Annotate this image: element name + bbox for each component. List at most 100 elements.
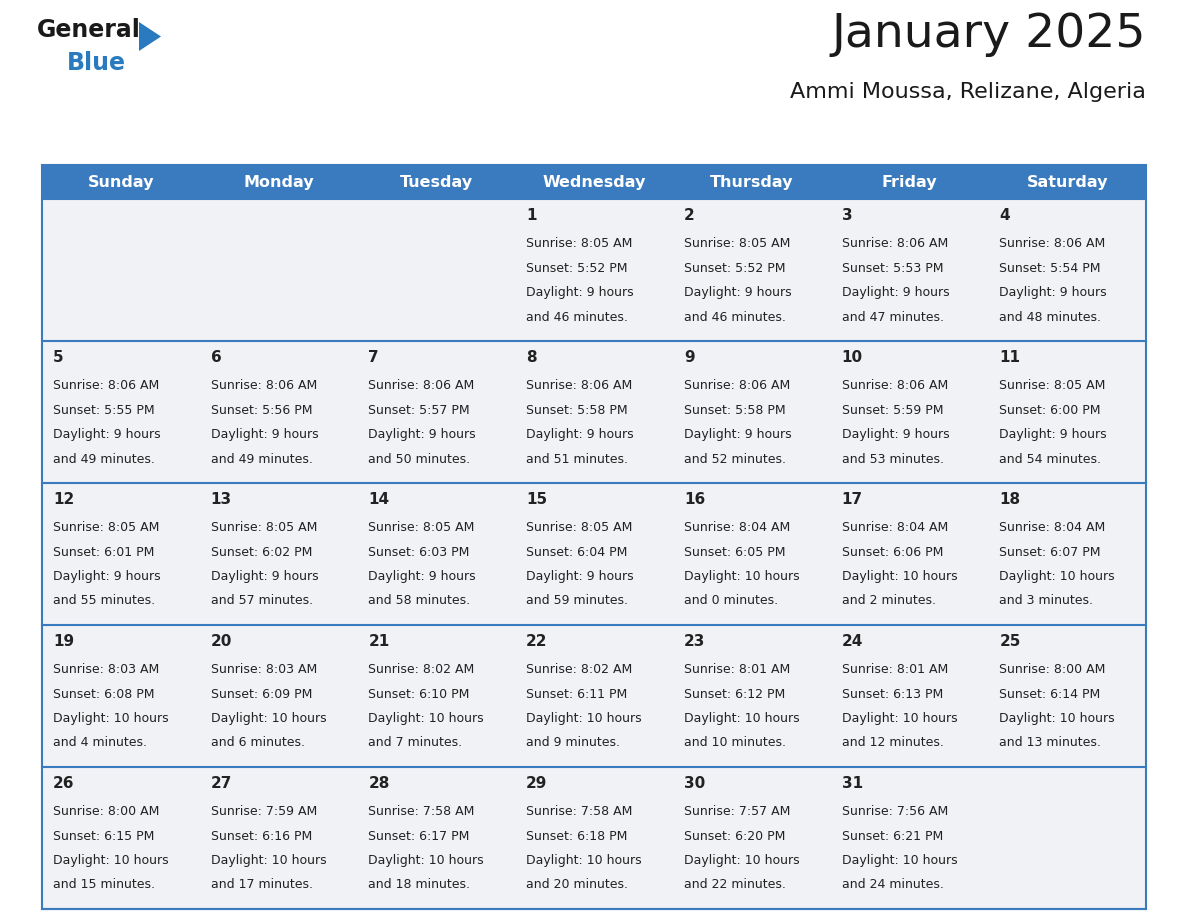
Text: Daylight: 10 hours: Daylight: 10 hours (999, 712, 1114, 725)
Text: Sunset: 6:10 PM: Sunset: 6:10 PM (368, 688, 469, 700)
Text: Sunrise: 8:06 AM: Sunrise: 8:06 AM (368, 379, 475, 392)
Text: 14: 14 (368, 492, 390, 507)
Text: 10: 10 (841, 350, 862, 365)
Text: and 13 minutes.: and 13 minutes. (999, 736, 1101, 749)
Text: Sunrise: 8:06 AM: Sunrise: 8:06 AM (526, 379, 632, 392)
Text: Sunset: 6:12 PM: Sunset: 6:12 PM (684, 688, 785, 700)
Text: 3: 3 (841, 208, 852, 223)
Text: Sunrise: 7:58 AM: Sunrise: 7:58 AM (526, 805, 632, 818)
Text: Sunrise: 7:59 AM: Sunrise: 7:59 AM (210, 805, 317, 818)
Text: 18: 18 (999, 492, 1020, 507)
Text: Sunset: 6:08 PM: Sunset: 6:08 PM (53, 688, 154, 700)
Text: Sunrise: 8:04 AM: Sunrise: 8:04 AM (684, 521, 790, 534)
Text: Sunrise: 8:05 AM: Sunrise: 8:05 AM (684, 237, 790, 250)
Text: 1: 1 (526, 208, 537, 223)
Text: and 49 minutes.: and 49 minutes. (53, 453, 154, 465)
Text: Sunrise: 8:05 AM: Sunrise: 8:05 AM (999, 379, 1106, 392)
Text: Daylight: 10 hours: Daylight: 10 hours (526, 854, 642, 867)
Text: 5: 5 (53, 350, 64, 365)
Text: Daylight: 9 hours: Daylight: 9 hours (526, 286, 633, 299)
Text: Sunrise: 8:06 AM: Sunrise: 8:06 AM (210, 379, 317, 392)
Text: Daylight: 10 hours: Daylight: 10 hours (368, 854, 484, 867)
Text: Daylight: 10 hours: Daylight: 10 hours (210, 712, 327, 725)
Text: 30: 30 (684, 776, 706, 791)
Text: Sunrise: 8:00 AM: Sunrise: 8:00 AM (53, 805, 159, 818)
Text: Sunrise: 8:03 AM: Sunrise: 8:03 AM (210, 663, 317, 676)
Text: and 22 minutes.: and 22 minutes. (684, 879, 785, 891)
Text: January 2025: January 2025 (832, 12, 1146, 57)
Text: 13: 13 (210, 492, 232, 507)
Text: and 46 minutes.: and 46 minutes. (684, 310, 785, 323)
Text: 29: 29 (526, 776, 548, 791)
Text: Sunset: 6:20 PM: Sunset: 6:20 PM (684, 830, 785, 843)
Text: Sunset: 6:02 PM: Sunset: 6:02 PM (210, 545, 312, 558)
Text: and 17 minutes.: and 17 minutes. (210, 879, 312, 891)
Text: Tuesday: Tuesday (399, 174, 473, 189)
Text: Sunset: 6:09 PM: Sunset: 6:09 PM (210, 688, 312, 700)
Text: 20: 20 (210, 634, 232, 649)
Text: Daylight: 9 hours: Daylight: 9 hours (684, 286, 791, 299)
Text: Sunrise: 7:57 AM: Sunrise: 7:57 AM (684, 805, 790, 818)
Text: 11: 11 (999, 350, 1020, 365)
Text: Daylight: 9 hours: Daylight: 9 hours (684, 428, 791, 441)
Text: and 46 minutes.: and 46 minutes. (526, 310, 628, 323)
Text: Sunset: 5:52 PM: Sunset: 5:52 PM (526, 262, 627, 274)
Text: 19: 19 (53, 634, 74, 649)
Text: Sunset: 6:16 PM: Sunset: 6:16 PM (210, 830, 312, 843)
Text: Monday: Monday (244, 174, 314, 189)
Text: 26: 26 (53, 776, 75, 791)
Text: Sunrise: 7:58 AM: Sunrise: 7:58 AM (368, 805, 475, 818)
Text: Sunset: 5:52 PM: Sunset: 5:52 PM (684, 262, 785, 274)
Polygon shape (139, 22, 162, 51)
Text: Blue: Blue (67, 51, 126, 75)
Text: Daylight: 10 hours: Daylight: 10 hours (526, 712, 642, 725)
Text: Daylight: 9 hours: Daylight: 9 hours (841, 286, 949, 299)
Text: 27: 27 (210, 776, 232, 791)
Text: Sunrise: 8:04 AM: Sunrise: 8:04 AM (841, 521, 948, 534)
Text: Daylight: 9 hours: Daylight: 9 hours (53, 570, 160, 583)
Text: Sunrise: 8:06 AM: Sunrise: 8:06 AM (999, 237, 1106, 250)
Text: and 24 minutes.: and 24 minutes. (841, 879, 943, 891)
Text: 12: 12 (53, 492, 74, 507)
Text: Sunset: 5:56 PM: Sunset: 5:56 PM (210, 404, 312, 417)
Text: and 55 minutes.: and 55 minutes. (53, 595, 156, 608)
Bar (42, 199, 1146, 341)
Text: Sunset: 5:57 PM: Sunset: 5:57 PM (368, 404, 470, 417)
Text: Sunday: Sunday (88, 174, 154, 189)
Text: 16: 16 (684, 492, 706, 507)
Text: Sunrise: 8:05 AM: Sunrise: 8:05 AM (526, 237, 632, 250)
Text: Sunrise: 8:06 AM: Sunrise: 8:06 AM (53, 379, 159, 392)
Text: Sunset: 6:00 PM: Sunset: 6:00 PM (999, 404, 1101, 417)
Text: Daylight: 9 hours: Daylight: 9 hours (999, 428, 1107, 441)
Text: Daylight: 10 hours: Daylight: 10 hours (210, 854, 327, 867)
Text: and 3 minutes.: and 3 minutes. (999, 595, 1093, 608)
Bar (42, 165, 1146, 199)
Text: Sunset: 5:55 PM: Sunset: 5:55 PM (53, 404, 154, 417)
Text: and 58 minutes.: and 58 minutes. (368, 595, 470, 608)
Text: Friday: Friday (881, 174, 937, 189)
Text: and 18 minutes.: and 18 minutes. (368, 879, 470, 891)
Text: and 10 minutes.: and 10 minutes. (684, 736, 785, 749)
Text: Sunrise: 7:56 AM: Sunrise: 7:56 AM (841, 805, 948, 818)
Text: Sunset: 6:13 PM: Sunset: 6:13 PM (841, 688, 943, 700)
Text: Daylight: 10 hours: Daylight: 10 hours (841, 712, 958, 725)
Text: and 51 minutes.: and 51 minutes. (526, 453, 628, 465)
Text: Sunrise: 8:06 AM: Sunrise: 8:06 AM (684, 379, 790, 392)
Text: Daylight: 9 hours: Daylight: 9 hours (368, 570, 476, 583)
Text: Ammi Moussa, Relizane, Algeria: Ammi Moussa, Relizane, Algeria (790, 82, 1146, 102)
Text: and 15 minutes.: and 15 minutes. (53, 879, 154, 891)
Text: Sunrise: 8:00 AM: Sunrise: 8:00 AM (999, 663, 1106, 676)
Text: Sunset: 6:07 PM: Sunset: 6:07 PM (999, 545, 1101, 558)
Text: and 20 minutes.: and 20 minutes. (526, 879, 628, 891)
Text: 17: 17 (841, 492, 862, 507)
Text: Sunrise: 8:06 AM: Sunrise: 8:06 AM (841, 237, 948, 250)
Text: 21: 21 (368, 634, 390, 649)
Text: Sunset: 5:59 PM: Sunset: 5:59 PM (841, 404, 943, 417)
Text: Sunrise: 8:06 AM: Sunrise: 8:06 AM (841, 379, 948, 392)
Text: Sunset: 6:03 PM: Sunset: 6:03 PM (368, 545, 469, 558)
Text: Daylight: 9 hours: Daylight: 9 hours (999, 286, 1107, 299)
Text: Daylight: 9 hours: Daylight: 9 hours (526, 428, 633, 441)
Text: Daylight: 9 hours: Daylight: 9 hours (53, 428, 160, 441)
Text: 22: 22 (526, 634, 548, 649)
Text: and 2 minutes.: and 2 minutes. (841, 595, 936, 608)
